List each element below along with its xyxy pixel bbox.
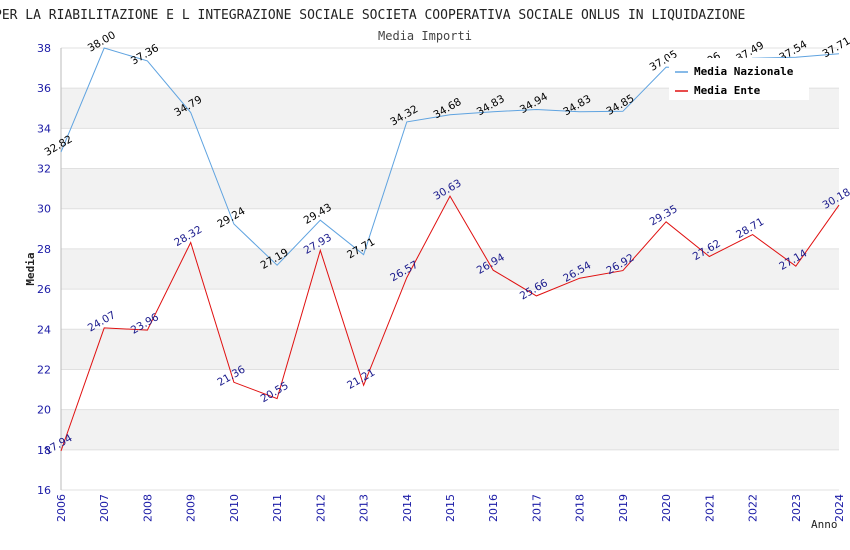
- plot-band: [61, 128, 839, 169]
- x-tick-label: 2011: [271, 494, 284, 522]
- y-tick-label: 24: [37, 323, 51, 336]
- x-tick-label: 2024: [833, 494, 846, 522]
- y-tick-label: 28: [37, 243, 51, 256]
- x-tick-label: 2006: [55, 494, 68, 522]
- plot-band: [61, 168, 839, 209]
- x-tick-label: 2019: [617, 494, 630, 522]
- plot-band: [61, 289, 839, 330]
- x-axis-label: Anno: [811, 518, 838, 531]
- plot-background-bands: [61, 48, 839, 490]
- y-tick-labels: 16 18 20 22 24 26 28 30 32 34 36 38: [37, 42, 51, 497]
- chart-subtitle: Media Importi: [378, 29, 472, 43]
- y-tick-label: 16: [37, 484, 51, 497]
- plot-band: [61, 248, 839, 290]
- x-tick-label: 2007: [98, 494, 111, 522]
- x-tick-label: 2015: [444, 494, 457, 522]
- plot-band: [61, 329, 839, 370]
- legend-label-media-nazionale: Media Nazionale: [694, 65, 794, 78]
- x-tick-label: 2020: [660, 494, 673, 522]
- x-tick-label: 2023: [790, 494, 803, 522]
- y-tick-label: 26: [37, 283, 51, 296]
- x-tick-label: 2009: [185, 494, 198, 522]
- x-tick-label: 2017: [530, 494, 543, 522]
- x-tick-label: 2016: [487, 494, 500, 522]
- y-tick-label: 20: [37, 404, 51, 417]
- y-tick-label: 22: [37, 363, 51, 376]
- x-tick-label: 2014: [401, 494, 414, 522]
- x-tick-label: 2021: [703, 494, 716, 522]
- x-tick-label: 2013: [358, 494, 371, 522]
- x-tick-label: 2008: [141, 494, 154, 522]
- chart-title: PER LA RIABILITAZIONE E L INTEGRAZIONE S…: [0, 8, 745, 23]
- legend: Media Nazionale Media Ente: [669, 58, 809, 100]
- x-tick-labels: 2006 2007 2008 2009 2010 2011 2012 2013 2014 2015…: [55, 494, 846, 522]
- series-line-media-ente: [60, 195, 840, 452]
- x-tick-label: 2018: [574, 494, 587, 522]
- y-tick-label: 34: [37, 122, 51, 135]
- y-tick-label: 36: [37, 82, 51, 95]
- x-tick-label: 2022: [747, 494, 760, 522]
- grid-lines: [61, 47, 839, 491]
- plot-band: [61, 409, 839, 450]
- legend-label-media-ente: Media Ente: [694, 84, 761, 97]
- x-tick-label: 2010: [228, 494, 241, 522]
- y-tick-label: 18: [37, 444, 51, 457]
- x-tick-label: 2012: [314, 494, 327, 522]
- legend-box: [669, 58, 809, 100]
- y-axis-label: Media: [24, 252, 37, 285]
- y-tick-label: 30: [37, 203, 51, 216]
- y-tick-label: 38: [37, 42, 51, 55]
- plot-band: [61, 369, 839, 410]
- plot-band: [61, 449, 839, 490]
- y-tick-label: 32: [37, 163, 51, 176]
